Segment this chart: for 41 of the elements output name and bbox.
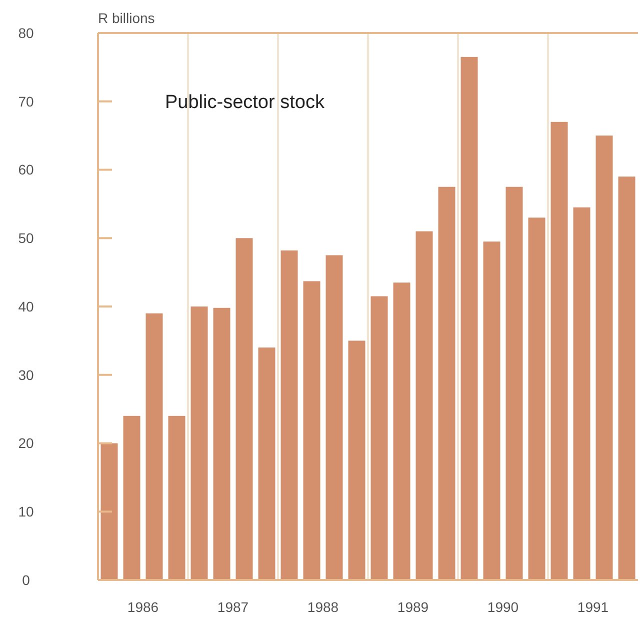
bar — [123, 416, 140, 580]
x-tick-label: 1990 — [487, 599, 519, 615]
y-tick-label: 30 — [18, 366, 34, 383]
x-tick-label: 1991 — [577, 599, 609, 615]
bar — [146, 313, 163, 580]
bar — [280, 250, 298, 580]
bar — [550, 122, 568, 580]
x-tick-label: 1987 — [217, 599, 249, 615]
y-tick-label: 0 — [22, 572, 30, 588]
bar — [348, 340, 366, 580]
bar — [213, 308, 230, 580]
x-tick-label: 1988 — [307, 599, 339, 615]
y-tick-label: 20 — [18, 435, 34, 452]
annotation: Public-sector stock — [165, 92, 325, 113]
bar — [506, 186, 523, 580]
bar — [370, 296, 388, 580]
y-tick-label: 60 — [18, 162, 34, 178]
bar — [326, 255, 343, 580]
y-tick-label: 10 — [18, 504, 34, 520]
y-tick-label: 80 — [18, 24, 34, 41]
bar — [190, 306, 208, 580]
bar — [236, 238, 253, 580]
bar — [573, 207, 590, 580]
bar — [303, 281, 320, 580]
bar — [528, 218, 546, 580]
bar — [100, 443, 118, 580]
bar — [596, 136, 613, 580]
y-tick-label: 70 — [18, 93, 34, 110]
y-tick-label: 50 — [18, 230, 34, 246]
y-tick-label: 40 — [18, 298, 34, 314]
bar — [258, 348, 276, 580]
bar — [483, 242, 500, 580]
bar — [393, 282, 410, 580]
bar — [438, 186, 456, 580]
x-tick-label: 1989 — [397, 599, 429, 615]
bar — [416, 231, 433, 580]
x-tick-label: 1986 — [127, 599, 159, 615]
bar — [618, 176, 636, 580]
y-axis-title: R billions — [98, 10, 155, 26]
bar — [460, 56, 478, 580]
bar — [168, 416, 186, 580]
